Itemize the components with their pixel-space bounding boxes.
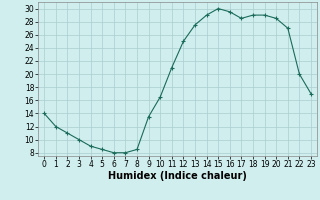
X-axis label: Humidex (Indice chaleur): Humidex (Indice chaleur) [108,171,247,181]
